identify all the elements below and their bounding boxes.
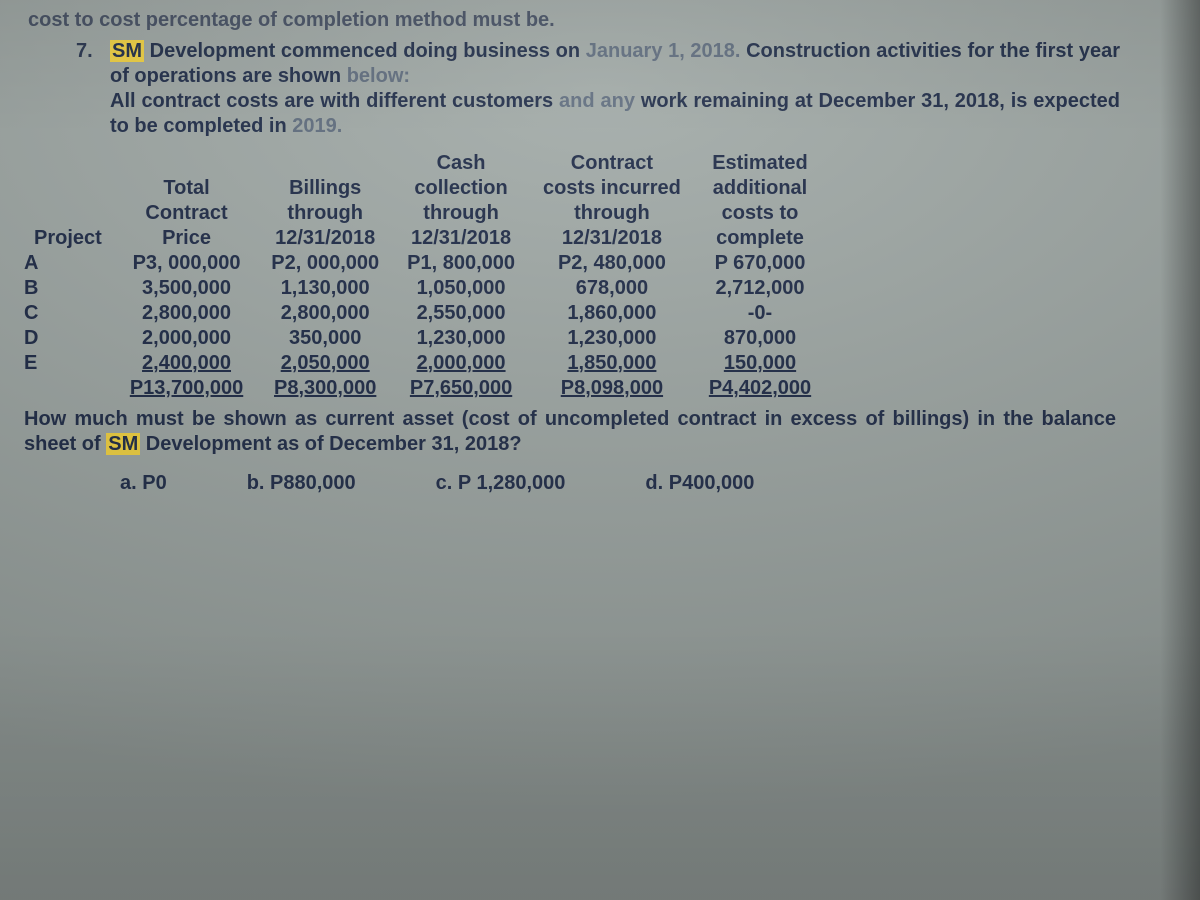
para-2a: All contract costs are with different cu…	[110, 90, 559, 112]
cell-billings: 1,130,000	[257, 276, 393, 301]
hdr-cash-2: through	[407, 201, 515, 226]
hdr-cash-0: Cash	[407, 151, 515, 176]
table-body: A P3, 000,000 P2, 000,000 P1, 800,000 P2…	[20, 251, 825, 401]
cell-price: 2,000,000	[116, 326, 257, 351]
col-costs-incurred: Contract costs incurred through 12/31/20…	[529, 151, 695, 251]
hdr-ci-0: Contract	[543, 151, 681, 176]
hdr-ea-2: costs to	[709, 201, 811, 226]
cell-est: 2,712,000	[695, 276, 825, 301]
hdr-bill-2: 12/31/2018	[271, 226, 379, 251]
hdr-tcp-2: Price	[130, 226, 243, 251]
problem-7: 7. SM Development commenced doing busine…	[76, 39, 1120, 139]
para-1a: Development commenced doing business on	[144, 40, 586, 62]
problem-text: SM Development commenced doing business …	[110, 39, 1120, 139]
cell-est: 870,000	[695, 326, 825, 351]
problem-number: 7.	[76, 39, 100, 139]
choice-b: b. P880,000	[247, 471, 356, 496]
table-row: A P3, 000,000 P2, 000,000 P1, 800,000 P2…	[20, 251, 825, 276]
choice-a: a. P0	[120, 471, 167, 496]
col-billings: Billings through 12/31/2018	[257, 151, 393, 251]
hdr-ea-0: Estimated	[709, 151, 811, 176]
choice-c: c. P 1,280,000	[436, 471, 566, 496]
table-row: B 3,500,000 1,130,000 1,050,000 678,000 …	[20, 276, 825, 301]
cell-cash: 1,050,000	[393, 276, 529, 301]
cell-cost: 1,230,000	[529, 326, 695, 351]
hdr-ci-1: costs incurred	[543, 176, 681, 201]
table-header: Project Total Contract Price Billings th…	[20, 151, 825, 251]
cell-cash: P1, 800,000	[393, 251, 529, 276]
hdr-ci-3: 12/31/2018	[543, 226, 681, 251]
choice-d: d. P400,000	[645, 471, 754, 496]
cell-price: P3, 000,000	[116, 251, 257, 276]
col-total-contract-price: Total Contract Price	[116, 151, 257, 251]
hdr-ea-3: complete	[709, 226, 811, 251]
table-totals-row: P13,700,000 P8,300,000 P7,650,000 P8,098…	[20, 376, 825, 401]
hdr-tcp-0: Total	[130, 176, 243, 201]
cell-cost: P2, 480,000	[529, 251, 695, 276]
truncated-prev-line: cost to cost percentage of completion me…	[28, 8, 1120, 33]
cell-billings: 2,050,000	[257, 351, 393, 376]
cell-project	[20, 376, 116, 401]
cell-est: 150,000	[695, 351, 825, 376]
cell-price: 2,800,000	[116, 301, 257, 326]
cell-cash: 1,230,000	[393, 326, 529, 351]
hdr-ea-1: additional	[709, 176, 811, 201]
para-faded-andany: and any	[559, 90, 635, 112]
cell-cash: 2,000,000	[393, 351, 529, 376]
table-row: D 2,000,000 350,000 1,230,000 1,230,000 …	[20, 326, 825, 351]
para-faded-date: January 1, 2018.	[586, 40, 741, 62]
hdr-ci-2: through	[543, 201, 681, 226]
cell-project: A	[20, 251, 116, 276]
cell-cost: 678,000	[529, 276, 695, 301]
cell-project: B	[20, 276, 116, 301]
cell-billings: 2,800,000	[257, 301, 393, 326]
cell-project: E	[20, 351, 116, 376]
projects-table: Project Total Contract Price Billings th…	[20, 151, 825, 401]
cell-cost: 1,850,000	[529, 351, 695, 376]
cell-est: P 670,000	[695, 251, 825, 276]
document-page: cost to cost percentage of completion me…	[0, 0, 1140, 526]
cell-est: -0-	[695, 301, 825, 326]
col-cash-collection: Cash collection through 12/31/2018	[393, 151, 529, 251]
cell-billings: P2, 000,000	[257, 251, 393, 276]
cell-cost: 1,860,000	[529, 301, 695, 326]
hdr-bill-0: Billings	[271, 176, 379, 201]
page-right-shadow	[1160, 0, 1200, 900]
hdr-tcp-1: Contract	[130, 201, 243, 226]
highlight-sm-2: SM	[106, 433, 140, 455]
hdr-cash-3: 12/31/2018	[407, 226, 515, 251]
hdr-bill-1: through	[271, 201, 379, 226]
total-cost: P8,098,000	[529, 376, 695, 401]
col-estimated-additional: Estimated additional costs to complete	[695, 151, 825, 251]
table-row: C 2,800,000 2,800,000 2,550,000 1,860,00…	[20, 301, 825, 326]
total-billings: P8,300,000	[257, 376, 393, 401]
cell-price: 3,500,000	[116, 276, 257, 301]
cell-project: C	[20, 301, 116, 326]
cell-billings: 350,000	[257, 326, 393, 351]
answer-choices: a. P0 b. P880,000 c. P 1,280,000 d. P400…	[120, 471, 1120, 496]
col-project: Project	[20, 151, 116, 251]
question-part-b: Development as of December 31, 2018?	[140, 433, 521, 455]
col-project-label: Project	[34, 226, 102, 251]
total-est: P4,402,000	[695, 376, 825, 401]
question-text: How much must be shown as current asset …	[24, 407, 1116, 457]
total-cash: P7,650,000	[393, 376, 529, 401]
cell-project: D	[20, 326, 116, 351]
total-price: P13,700,000	[116, 376, 257, 401]
cell-cash: 2,550,000	[393, 301, 529, 326]
para-faded-below: below:	[347, 65, 410, 87]
hdr-cash-1: collection	[407, 176, 515, 201]
para-faded-2019: 2019.	[292, 115, 342, 137]
table-row: E 2,400,000 2,050,000 2,000,000 1,850,00…	[20, 351, 825, 376]
cell-price: 2,400,000	[116, 351, 257, 376]
highlight-sm-1: SM	[110, 40, 144, 62]
